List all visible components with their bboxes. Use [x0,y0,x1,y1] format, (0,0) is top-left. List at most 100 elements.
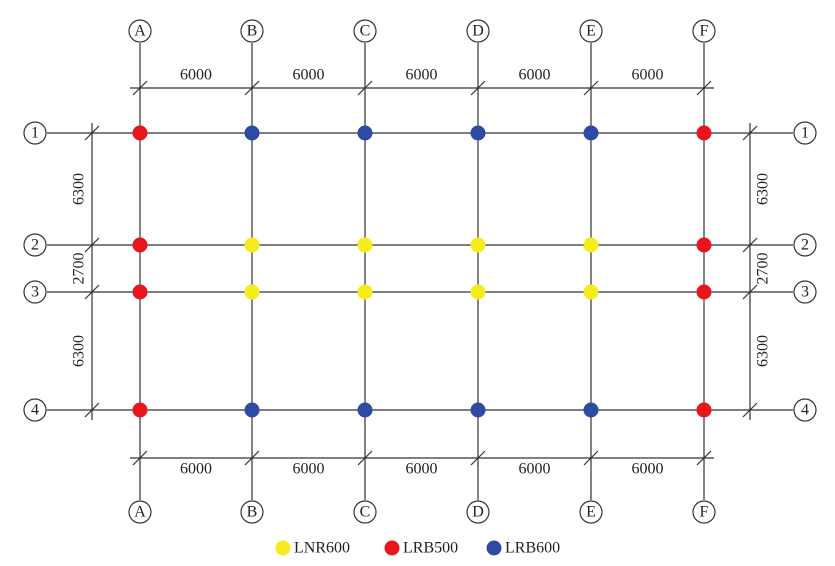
column-label: A [134,23,146,40]
column-label: B [247,504,258,521]
dimension-tick [742,284,758,300]
axis-bubble [793,233,817,257]
bearing [696,237,712,253]
dimension-label: 2700 [755,253,772,285]
bearing [696,284,712,300]
axis-bubble [353,500,377,524]
dimension-tick [357,80,373,96]
dimension-label: 6000 [406,67,438,84]
dimension-label: 6000 [180,461,212,478]
axis-bubble [23,233,47,257]
axis-bubble [353,19,377,43]
dimension-label: 6000 [293,461,325,478]
axis-bubble [240,500,264,524]
column-label: C [360,23,371,40]
bearing [583,402,599,418]
axis-bubble [793,280,817,304]
dimension-tick [470,450,486,466]
axis-bubble [579,19,603,43]
dimension-tick [742,402,758,418]
legend-swatch [275,540,291,556]
axis-bubble [23,398,47,422]
bearing [470,237,486,253]
dimension-label: 6300 [755,335,772,367]
legend-swatch [486,540,502,556]
dimension-tick [84,237,100,253]
bearing [470,284,486,300]
dimension-label: 6300 [755,173,772,205]
bearing [132,237,148,253]
dimension-tick [583,80,599,96]
axis-bubble [466,500,490,524]
axis-bubble [128,500,152,524]
bearing [583,284,599,300]
bearing [583,237,599,253]
axis-bubble [240,19,264,43]
dimension-tick [84,284,100,300]
column-label: F [700,504,709,521]
dimension-label: 6000 [632,461,664,478]
dimension-tick [84,402,100,418]
axis-bubble [692,19,716,43]
axis-bubble [466,19,490,43]
row-label: 2 [801,237,809,254]
axis-bubble [692,500,716,524]
legend-label: LRB600 [505,540,560,557]
bearing [357,284,373,300]
column-label: E [586,504,596,521]
dimension-label: 6000 [180,67,212,84]
axis-bubble [793,121,817,145]
row-label: 2 [31,237,39,254]
dimension-tick [742,237,758,253]
bearing [132,284,148,300]
bearing [583,125,599,141]
row-label: 3 [801,284,809,301]
bearing [470,402,486,418]
column-label: E [586,23,596,40]
row-label: 1 [801,125,809,142]
dimension-tick [742,125,758,141]
axis-bubble [579,500,603,524]
dimension-label: 6000 [406,461,438,478]
bearing [470,125,486,141]
bearing [357,125,373,141]
bearing [132,125,148,141]
column-label: B [247,23,258,40]
row-label: 3 [31,284,39,301]
dimension-tick [84,125,100,141]
dimension-label: 6000 [632,67,664,84]
legend-swatch [384,540,400,556]
bearing [357,237,373,253]
dimension-label: 2700 [71,253,88,285]
dimension-tick [696,80,712,96]
axis-bubble [23,280,47,304]
column-label: F [700,23,709,40]
dimension-label: 6300 [71,335,88,367]
column-label: D [472,504,484,521]
dimension-tick [696,450,712,466]
dimension-label: 6000 [293,67,325,84]
dimension-tick [132,80,148,96]
row-label: 1 [31,125,39,142]
column-label: A [134,504,146,521]
bearing [244,284,260,300]
axis-bubble [793,398,817,422]
row-label: 4 [801,402,809,419]
dimension-tick [244,80,260,96]
dimension-tick [244,450,260,466]
legend-label: LNR600 [294,540,350,557]
bearing [244,237,260,253]
axis-bubble [128,19,152,43]
bearing [244,402,260,418]
axis-bubble [23,121,47,145]
dimension-label: 6000 [519,67,551,84]
bearing [357,402,373,418]
bearing [696,125,712,141]
dimension-tick [583,450,599,466]
dimension-label: 6300 [71,173,88,205]
column-label: C [360,504,371,521]
dimension-tick [357,450,373,466]
row-label: 4 [31,402,39,419]
column-label: D [472,23,484,40]
